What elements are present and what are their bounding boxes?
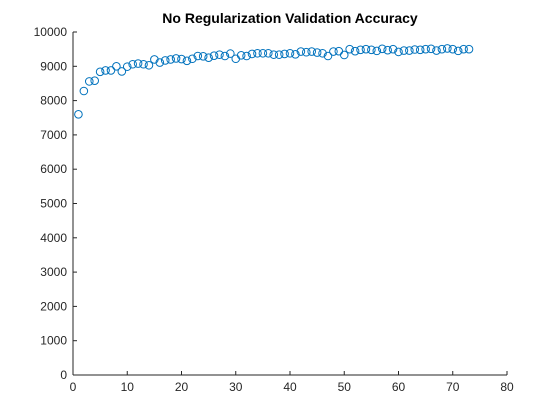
x-tick-label: 80 (500, 380, 514, 394)
data-point (448, 44, 458, 54)
x-tick-label: 30 (229, 380, 243, 394)
data-point (301, 47, 311, 57)
data-point (204, 53, 213, 63)
data-point (160, 56, 170, 65)
data-point (188, 54, 197, 64)
data-point (226, 49, 235, 58)
x-tick-label: 10 (121, 380, 135, 394)
data-point (128, 59, 137, 69)
y-tick-label: 4000 (40, 231, 67, 245)
data-point (318, 48, 327, 58)
data-point (264, 48, 273, 58)
y-tick-label: 7000 (40, 128, 67, 142)
data-point (171, 54, 181, 63)
data-point (388, 44, 398, 54)
data-point (361, 44, 371, 54)
data-point (95, 67, 105, 77)
y-tick-label: 10000 (34, 25, 68, 39)
data-point (133, 59, 143, 68)
data-points (74, 44, 474, 119)
data-point (329, 47, 338, 56)
data-point (247, 49, 257, 59)
x-tick-label: 40 (283, 380, 297, 394)
data-point (144, 60, 154, 70)
data-point (139, 59, 148, 69)
data-point (182, 56, 192, 66)
data-point (177, 54, 186, 64)
data-point (339, 50, 349, 60)
data-point (307, 47, 317, 56)
data-point (345, 44, 354, 54)
x-tick-label: 70 (446, 380, 460, 394)
data-point (459, 44, 468, 54)
data-point (410, 45, 420, 54)
data-point (253, 48, 262, 58)
data-point (296, 47, 306, 56)
data-point (415, 45, 425, 55)
data-point (258, 48, 268, 58)
data-point (367, 45, 376, 55)
data-point (421, 44, 430, 54)
data-point (79, 86, 89, 96)
data-point (323, 51, 333, 61)
data-point (443, 44, 452, 53)
y-tick-label: 3000 (40, 265, 67, 279)
axes: 0 10 20 30 40 50 60 70 80 0 1000 2000 3000 4000 5000 60… (34, 25, 514, 394)
y-tick-label: 9000 (40, 59, 67, 73)
data-point (377, 44, 387, 54)
data-point (84, 77, 94, 86)
data-point (426, 44, 436, 54)
data-point (90, 76, 99, 86)
y-tick-label: 5000 (40, 197, 67, 211)
data-point (198, 52, 208, 61)
y-tick-label: 6000 (40, 162, 67, 176)
y-tick-label: 0 (60, 368, 67, 382)
data-point (405, 46, 414, 55)
data-point (312, 48, 322, 57)
data-point (291, 49, 300, 59)
x-tick-label: 60 (392, 380, 406, 394)
y-tick-label: 2000 (40, 299, 67, 313)
chart-title: No Regularization Validation Accuracy (162, 10, 418, 26)
data-point (220, 51, 230, 61)
data-point (193, 51, 203, 61)
data-point (274, 50, 284, 59)
data-point (280, 49, 289, 59)
x-tick-label: 50 (338, 380, 352, 394)
data-point (117, 67, 127, 76)
data-point (394, 47, 403, 57)
data-point (74, 110, 83, 119)
x-tick-label: 0 (70, 380, 77, 394)
data-point (106, 66, 116, 75)
data-point (269, 50, 279, 59)
data-point (432, 46, 441, 55)
data-point (437, 44, 447, 54)
data-point (101, 66, 110, 75)
data-point (209, 51, 219, 60)
data-point (242, 51, 251, 61)
y-tick-label: 1000 (40, 334, 67, 348)
data-point (399, 46, 409, 55)
data-point (372, 46, 382, 56)
data-point (112, 62, 121, 71)
data-point (453, 46, 463, 56)
data-point (122, 62, 132, 71)
x-tick-label: 20 (175, 380, 189, 394)
data-point (383, 45, 392, 55)
data-point (285, 48, 295, 58)
data-point (350, 46, 360, 56)
data-point (464, 44, 474, 54)
y-tick-label: 8000 (40, 94, 67, 108)
data-point (356, 45, 365, 55)
data-point (236, 51, 246, 60)
data-point (215, 50, 224, 59)
data-point (155, 58, 165, 67)
data-point (166, 55, 175, 64)
